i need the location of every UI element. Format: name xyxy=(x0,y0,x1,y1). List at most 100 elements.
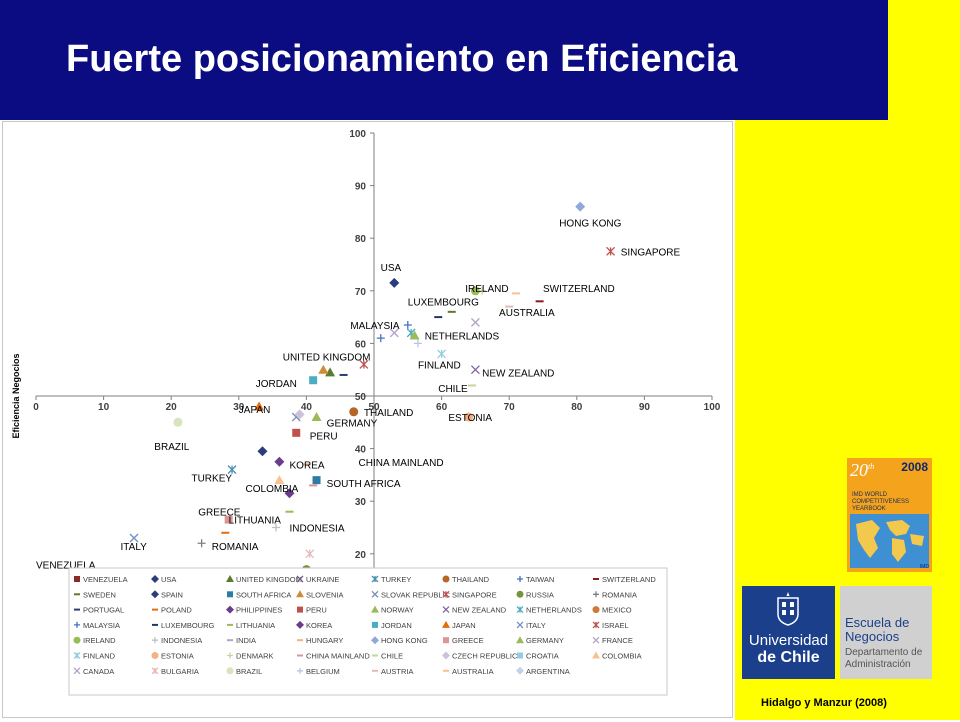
point-bulgaria xyxy=(305,549,315,559)
legend-marker-philippines xyxy=(226,605,234,614)
legend-marker-ukraine xyxy=(296,575,304,583)
point-united-kingdom xyxy=(325,367,336,377)
label-chile: CHILE xyxy=(438,384,468,395)
legend-label-denmark: DENMARK xyxy=(236,652,274,661)
point-singapore xyxy=(606,246,616,256)
legend-label-slovenia: SLOVENIA xyxy=(306,590,344,599)
legend-label-korea: KOREA xyxy=(306,621,332,630)
y-tick-label: 80 xyxy=(355,234,367,245)
yearbook-edition: 20th xyxy=(850,460,875,480)
chart-area: 0102030405060708090100102030405060708090… xyxy=(2,121,733,718)
point-germany xyxy=(409,330,420,340)
legend-label-switzerland: SWITZERLAND xyxy=(602,575,656,584)
x-tick-label: 30 xyxy=(233,402,245,413)
legend-label-sweden: SWEDEN xyxy=(83,590,116,599)
legend-box xyxy=(68,567,668,696)
legend-marker-indonesia xyxy=(152,637,158,644)
uchile-line1: Universidad xyxy=(748,632,829,649)
x-tick-label: 60 xyxy=(436,402,448,413)
legend-marker-romania xyxy=(593,591,599,598)
point-indonesia xyxy=(271,523,280,532)
legend-marker-argentina xyxy=(516,666,524,675)
label-germany: GERMANY xyxy=(327,418,378,429)
legend-marker-denmark xyxy=(227,652,233,659)
legend-marker-taiwan xyxy=(517,576,523,582)
legend-marker-mexico xyxy=(592,606,600,614)
x-tick-label: 90 xyxy=(639,402,651,413)
legend-label-peru: PERU xyxy=(306,606,327,615)
label-peru: PERU xyxy=(310,431,338,442)
scatter-chart: 0102030405060708090100102030405060708090… xyxy=(11,129,721,696)
legend-label-germany: GERMANY xyxy=(526,636,564,645)
legend-label-czech-republic: CZECH REPUBLIC xyxy=(452,652,518,661)
label-romania: ROMANIA xyxy=(212,542,259,553)
legend-marker-czech-republic xyxy=(442,651,450,660)
label-indonesia: INDONESIA xyxy=(290,524,345,535)
x-tick-label: 100 xyxy=(704,402,721,413)
legend-marker-new-zealand xyxy=(442,606,450,614)
point-colombia xyxy=(274,475,285,485)
escuela-name: Escuela de Negocios xyxy=(845,615,910,644)
label-korea: KOREA xyxy=(290,460,325,471)
legend-label-philippines: PHILIPPINES xyxy=(236,606,282,615)
legend-marker-bulgaria xyxy=(151,667,159,675)
label-new-zealand: NEW ZEALAND xyxy=(482,368,554,379)
point-malaysia xyxy=(376,334,385,343)
point-spain xyxy=(257,446,268,457)
legend-label-taiwan: TAIWAN xyxy=(526,575,554,584)
label-finland: FINLAND xyxy=(418,360,461,371)
legend-marker-estonia xyxy=(151,652,159,659)
legend-label-mexico: MEXICO xyxy=(602,606,632,615)
legend-label-india: INDIA xyxy=(236,636,256,645)
legend-label-usa: USA xyxy=(161,575,176,584)
imd-yearbook-cover: 20th 2008 IMD WORLD COMPETITIVENESS YEAR… xyxy=(847,458,932,572)
label-italy: ITALY xyxy=(121,542,148,553)
legend-label-bulgaria: BULGARIA xyxy=(161,667,199,676)
legend-label-hong-kong: HONG KONG xyxy=(381,636,428,645)
y-tick-label: 100 xyxy=(349,129,366,140)
legend-marker-israel xyxy=(592,621,600,629)
legend-label-canada: CANADA xyxy=(83,667,114,676)
point-japan xyxy=(254,401,265,411)
legend-marker-south-africa xyxy=(227,591,233,598)
legend-label-south-africa: SOUTH AFRICA xyxy=(236,590,291,599)
legend-label-venezuela: VENEZUELA xyxy=(83,575,128,584)
legend-label-belgium: BELGIUM xyxy=(306,667,340,676)
legend-label-france: FRANCE xyxy=(602,636,633,645)
yearbook-year: 2008 xyxy=(901,460,928,474)
legend-marker-usa xyxy=(151,575,159,583)
y-axis-title: Eficiencia Negocios xyxy=(11,353,21,438)
escuela-de-negocios-logo: Escuela de Negocios Departamento de Admini… xyxy=(840,586,932,679)
legend-marker-spain xyxy=(151,590,159,599)
legend-marker-canada xyxy=(73,667,81,675)
legend-label-greece: GREECE xyxy=(452,636,484,645)
legend-label-lithuania: LITHUANIA xyxy=(236,621,275,630)
legend-marker-turkey xyxy=(371,575,379,583)
legend-marker-korea xyxy=(296,620,304,629)
x-tick-label: 0 xyxy=(33,402,39,413)
legend-marker-finland xyxy=(73,652,81,659)
point-denmark xyxy=(478,286,487,295)
departamento-name: Departamento de Administración xyxy=(845,647,923,670)
legend-label-thailand: THAILAND xyxy=(452,575,490,584)
legend-label-romania: ROMANIA xyxy=(602,590,637,599)
label-colombia: COLOMBIA xyxy=(246,484,299,495)
legend-marker-belgium xyxy=(297,667,303,674)
label-ireland: IRELAND xyxy=(465,284,508,295)
legend-label-portugal: PORTUGAL xyxy=(83,606,124,615)
point-hong-kong xyxy=(575,201,586,212)
legend-label-jordan: JORDAN xyxy=(381,621,412,630)
legend-label-ireland: IRELAND xyxy=(83,636,116,645)
legend-marker-greece xyxy=(443,637,449,644)
point-philippines xyxy=(274,456,285,467)
legend-label-austria: AUSTRIA xyxy=(381,667,414,676)
x-tick-label: 40 xyxy=(301,402,313,413)
legend-label-japan: JAPAN xyxy=(452,621,476,630)
x-tick-label: 80 xyxy=(571,402,583,413)
y-tick-label: 50 xyxy=(355,392,367,403)
label-lithuania: LITHUANIA xyxy=(229,516,282,527)
label-malaysia: MALAYSIA xyxy=(350,321,400,332)
label-switzerland: SWITZERLAND xyxy=(543,284,615,295)
y-tick-label: 60 xyxy=(355,339,367,350)
legend-label-netherlands: NETHERLANDS xyxy=(526,606,582,615)
